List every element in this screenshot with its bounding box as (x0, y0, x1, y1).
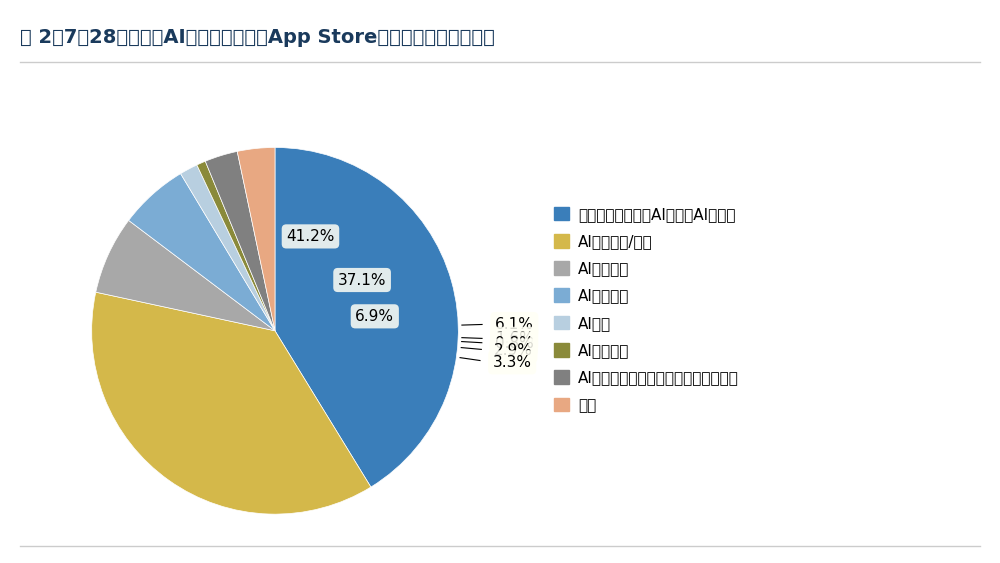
Text: 41.2%: 41.2% (286, 229, 335, 244)
Text: 6.9%: 6.9% (355, 309, 394, 324)
Text: 图 2：7月28日美国以AI为关键词、进入App Store免费应用榜的应用分布: 图 2：7月28日美国以AI为关键词、进入App Store免费应用榜的应用分布 (20, 28, 495, 47)
Wedge shape (181, 165, 275, 331)
Wedge shape (237, 148, 275, 331)
Text: 2.9%: 2.9% (494, 343, 533, 358)
Text: 0.8%: 0.8% (495, 336, 533, 351)
Legend: 聊天机器人（包括AI助手、AI陪伴）, AI生成图像/视频, AI生成文本, AI生成音频, AI游戏, AI医疗健康, AI办公（包含阅读助手、代码助手等）,: 聊天机器人（包括AI助手、AI陪伴）, AI生成图像/视频, AI生成文本, A… (548, 200, 745, 419)
Wedge shape (197, 161, 275, 331)
Wedge shape (205, 151, 275, 331)
Wedge shape (92, 292, 371, 514)
Text: 37.1%: 37.1% (338, 272, 386, 288)
Text: 6.1%: 6.1% (495, 316, 534, 332)
Text: 3.3%: 3.3% (493, 355, 532, 370)
Text: 1.6%: 1.6% (495, 332, 534, 346)
Wedge shape (275, 148, 458, 487)
Wedge shape (129, 173, 275, 331)
Wedge shape (96, 220, 275, 331)
